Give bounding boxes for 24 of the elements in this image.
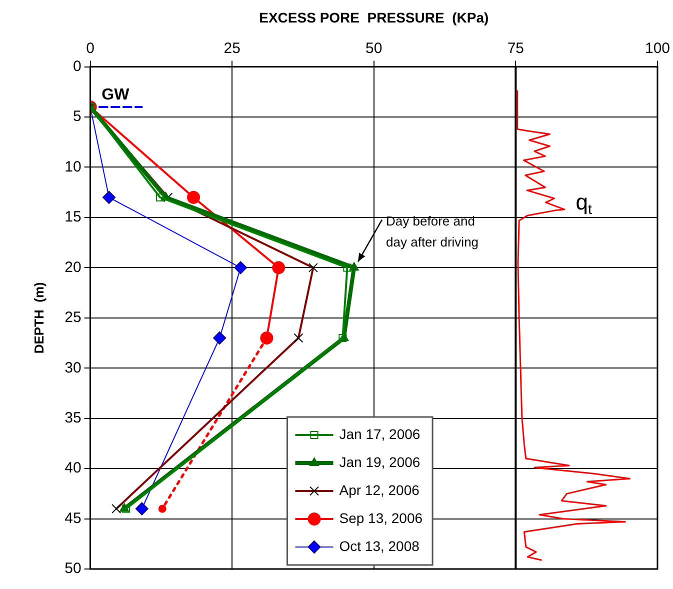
x-tick-label: 50 — [366, 40, 382, 57]
y-tick-label: 15 — [64, 208, 82, 226]
y-tick-label: 30 — [64, 359, 82, 376]
legend-label: Jan 19, 2006 — [339, 454, 420, 470]
annotation: GW — [102, 86, 130, 104]
x-tick-label: 25 — [224, 40, 240, 57]
legend-label: Jan 17, 2006 — [339, 426, 420, 442]
x-tick-label: 75 — [507, 40, 524, 57]
y-tick-label: 20 — [64, 258, 82, 276]
y-tick-label: 10 — [64, 158, 82, 176]
x-tick-label: 100 — [644, 40, 670, 57]
y-tick-label: 50 — [64, 560, 82, 578]
y-axis-title: DEPTH (m) — [31, 282, 46, 354]
y-tick-label: 45 — [64, 510, 82, 527]
y-tick-label: 5 — [72, 108, 82, 126]
y-tick-label: 35 — [64, 409, 82, 426]
legend-label: Sep 13, 2006 — [339, 510, 423, 526]
x-tick-label: 0 — [86, 40, 94, 57]
legend-label: Oct 13, 2008 — [339, 538, 420, 554]
y-tick-label: 0 — [72, 58, 82, 75]
y-tick-label: 25 — [64, 309, 82, 326]
y-tick-label: 40 — [64, 460, 82, 477]
x-axis-title: EXCESS PORE PRESSURE (KPa) — [259, 9, 489, 26]
legend-label: Apr 12, 2006 — [339, 482, 420, 498]
